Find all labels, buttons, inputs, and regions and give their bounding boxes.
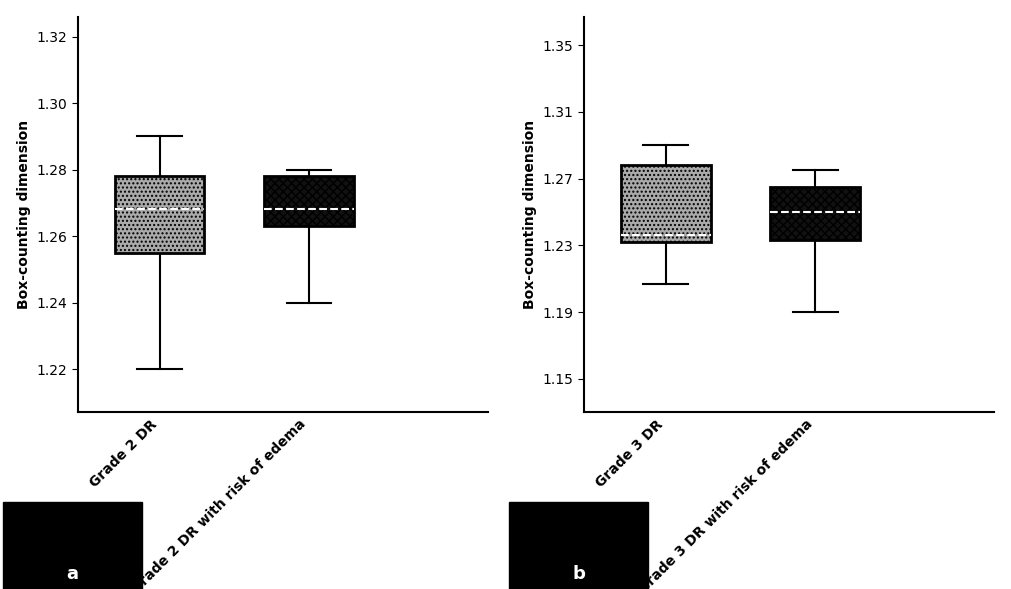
Y-axis label: Box-counting dimension: Box-counting dimension <box>523 120 537 309</box>
Bar <box>115 176 204 253</box>
Bar <box>770 187 860 240</box>
Text: a: a <box>67 565 79 583</box>
Y-axis label: Box-counting dimension: Box-counting dimension <box>16 120 30 309</box>
Bar <box>770 187 860 240</box>
Bar <box>264 176 354 226</box>
Bar <box>621 166 711 242</box>
Text: b: b <box>572 565 585 583</box>
Bar <box>115 176 204 253</box>
Bar <box>264 176 354 226</box>
Bar <box>621 166 711 242</box>
